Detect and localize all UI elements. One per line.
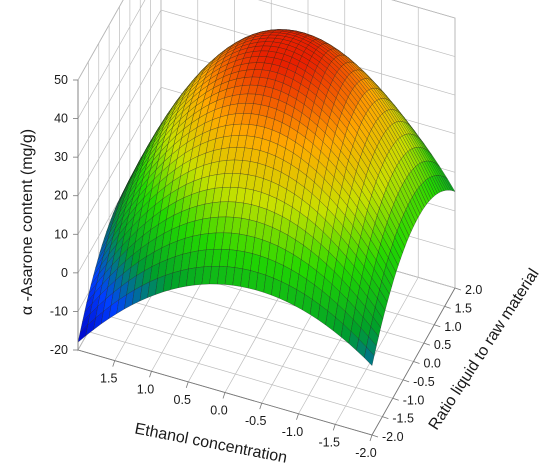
z-tick-label: 20 [54,189,68,203]
x-tick-mark [149,371,152,378]
x-tick-mark [112,360,116,367]
y-tick-mark [423,342,431,346]
y-tick-label: 1.0 [444,320,461,334]
z-tick-label: -20 [50,343,68,357]
z-tick-label: 50 [54,73,68,87]
y-tick-mark [371,434,379,438]
y-tick-label: -2.0 [382,430,404,444]
x-tick-label: 0.5 [174,393,191,407]
y-tick-mark [444,305,451,309]
x-tick-mark [222,392,226,399]
y-tick-mark [434,324,441,328]
z-gridline [77,0,456,81]
x-tick-label: -2.0 [355,446,377,460]
x-tick-mark [369,434,373,442]
z-tick-label: 0 [61,266,68,280]
z-tick-label: 30 [54,150,68,164]
x-tick-label: -0.5 [245,414,267,428]
x-tick-mark [259,402,263,410]
x-tick-label: -1.5 [318,435,340,449]
z-axis-title: α -Asarone content (mg/g) [19,129,36,315]
x-tick-label: 0.0 [210,404,227,418]
x-tick-mark [332,424,336,431]
y-tick-mark [402,379,410,383]
y-tick-label: 2.0 [465,283,482,297]
x-tick-mark [185,381,189,389]
z-tick-label: 10 [54,227,68,241]
y-tick-mark [382,416,389,420]
y-tick-label: -0.5 [413,375,435,389]
x-tick-mark [296,413,299,420]
z-tick-label: -10 [50,304,68,318]
z-tick-labels: -20 -10 0 10 20 30 40 50 [50,73,78,357]
y-tick-labels: -2.0 -1.5 -1.0 -0.5 0.0 0.5 1.0 1.5 2.0 [371,283,482,444]
y-tick-mark [413,361,420,364]
y-tick-mark [392,397,399,401]
y-tick-label: 0.5 [434,338,451,352]
z-gridline [77,0,456,119]
response-surface [77,29,456,366]
y-tick-label: -1.0 [403,393,425,407]
x-tick-label: -1.0 [282,425,304,439]
x-tick-label: 1.5 [100,372,117,386]
x-tick-labels: 1.5 1.0 0.5 0.0 -0.5 -1.0 -1.5 -2.0 [100,360,377,460]
y-tick-label: -1.5 [392,412,414,426]
y-tick-label: 1.5 [455,301,472,315]
x-tick-label: 1.0 [137,382,154,396]
surface-patch [364,346,375,366]
y-tick-label: 0.0 [424,357,441,371]
z-tick-label: 40 [54,112,68,126]
y-tick-mark [454,287,462,291]
